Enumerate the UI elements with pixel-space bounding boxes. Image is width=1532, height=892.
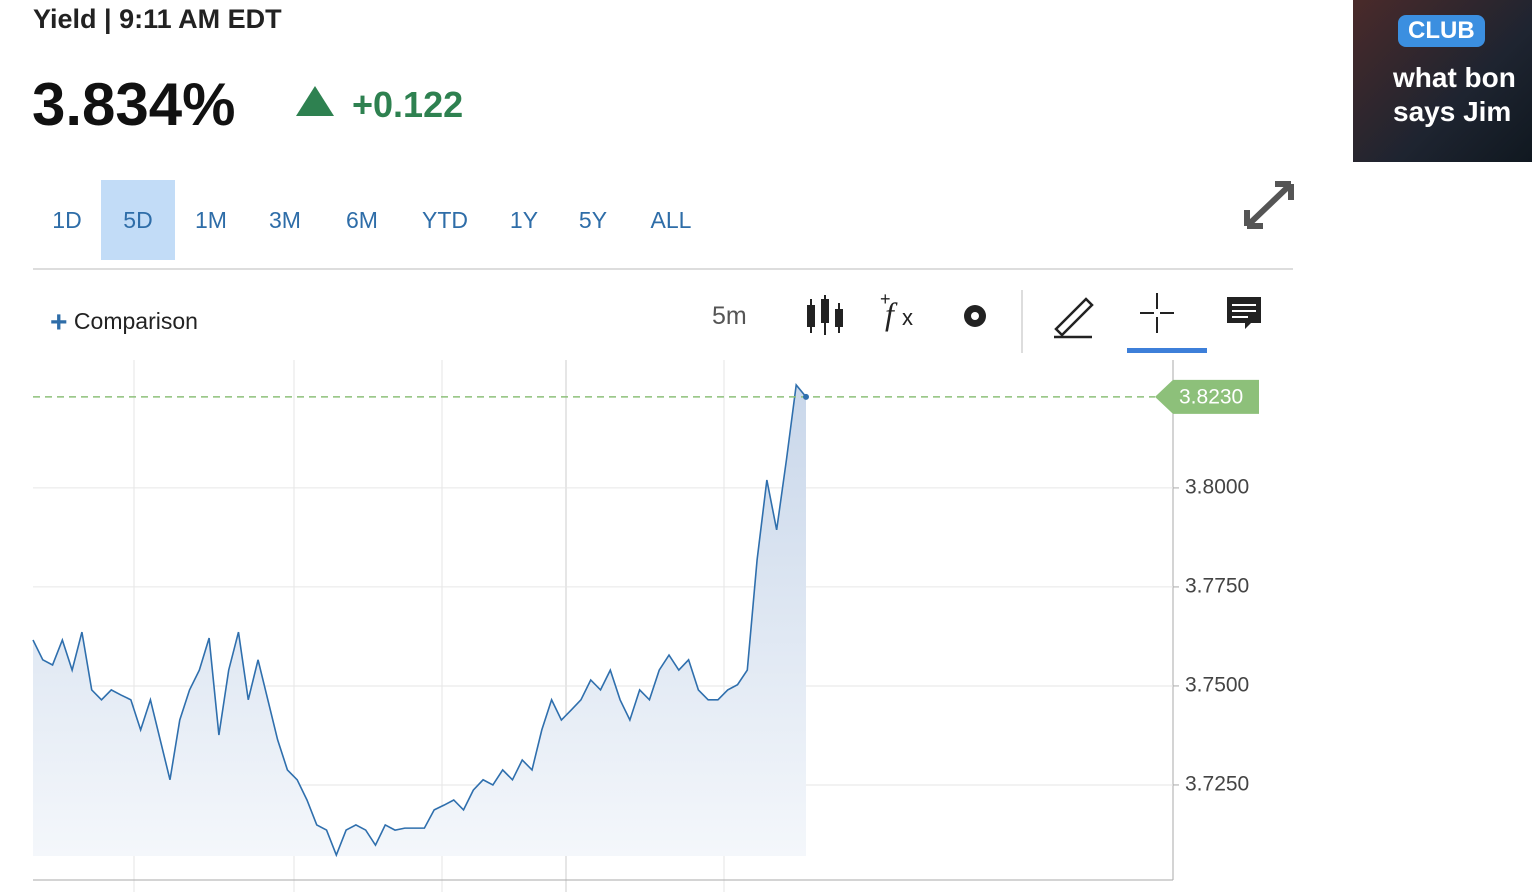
- ad-text: says Jim: [1393, 96, 1512, 127]
- y-tick-label: 3.7250: [1185, 772, 1249, 795]
- range-tab[interactable]: YTD: [422, 207, 468, 233]
- y-tick-label: 3.8000: [1185, 475, 1249, 498]
- price: 3.834%: [32, 71, 236, 138]
- range-tab[interactable]: 5Y: [578, 207, 608, 233]
- last-price-tag: [1155, 379, 1259, 414]
- fx-icon-x: x: [902, 305, 913, 330]
- title: Yield | 9:11 AM EDT: [33, 4, 282, 34]
- draw-icon[interactable]: [1054, 297, 1094, 339]
- ad-badge: CLUB: [1398, 15, 1485, 47]
- line: [32, 383, 807, 858]
- comparison[interactable]: + Comparison: [50, 306, 198, 339]
- toolbar-icons: + f x: [807, 289, 1261, 353]
- crosshair-icon[interactable]: [1140, 293, 1174, 333]
- range-tab[interactable]: 1D: [52, 207, 82, 233]
- range-tab[interactable]: 5D: [101, 180, 175, 260]
- change: +0.122: [352, 84, 464, 125]
- active-underline: [1127, 348, 1207, 353]
- expand-icon[interactable]: [1243, 180, 1295, 230]
- range-tab[interactable]: 1M: [195, 207, 227, 233]
- last-price-label: 3.8230: [1179, 385, 1243, 408]
- settings-icon[interactable]: [964, 305, 986, 327]
- interval[interactable]: 5m: [712, 302, 747, 330]
- range-tab[interactable]: 6M: [346, 207, 378, 233]
- ad[interactable]: CLUB what bon says Jim: [1353, 0, 1532, 162]
- range-tab[interactable]: 1Y: [509, 207, 539, 233]
- chart: 3.7250 3.7500 3.7750 3.8000 3.8230: [32, 360, 1259, 892]
- plus-icon: +: [880, 289, 891, 309]
- divider: [33, 268, 1293, 270]
- range-tab[interactable]: ALL: [650, 207, 692, 233]
- ad-text: what bon: [1393, 62, 1516, 93]
- last-point: [803, 393, 809, 400]
- candle-icon[interactable]: [807, 295, 843, 335]
- up-arrow: [296, 86, 334, 116]
- y-tick-label: 3.7500: [1185, 673, 1249, 696]
- comparison-label: Comparison: [73, 308, 198, 334]
- area: [33, 384, 806, 856]
- range-tab[interactable]: 3M: [269, 207, 301, 233]
- y-tick-label: 3.7750: [1185, 574, 1249, 597]
